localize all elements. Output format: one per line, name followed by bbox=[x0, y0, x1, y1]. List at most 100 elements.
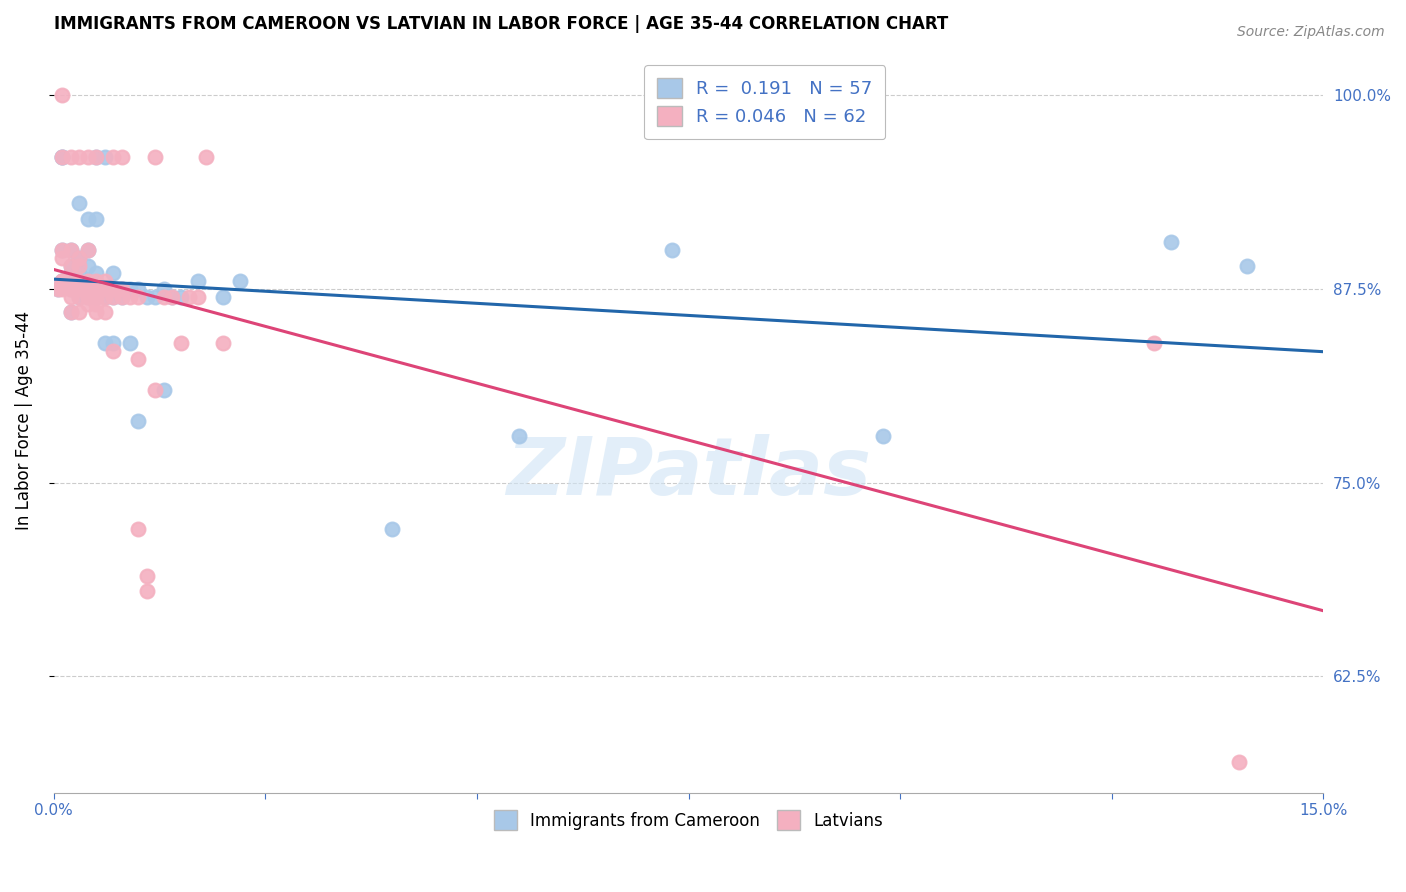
Point bbox=[76, 243, 98, 257]
Point bbox=[84, 289, 107, 303]
Point bbox=[84, 289, 107, 303]
Point bbox=[76, 289, 98, 303]
Point bbox=[195, 150, 218, 164]
Point bbox=[135, 568, 157, 582]
Point bbox=[46, 282, 69, 296]
Point bbox=[59, 305, 82, 319]
Point bbox=[67, 251, 90, 265]
Point bbox=[51, 282, 73, 296]
Point bbox=[84, 150, 107, 164]
Point bbox=[101, 343, 124, 358]
Point bbox=[153, 289, 176, 303]
Point bbox=[101, 336, 124, 351]
Point bbox=[187, 274, 209, 288]
Point bbox=[67, 274, 90, 288]
Point bbox=[84, 282, 107, 296]
Point bbox=[76, 212, 98, 227]
Point bbox=[67, 150, 90, 164]
Point bbox=[67, 289, 90, 303]
Point bbox=[84, 297, 107, 311]
Point bbox=[67, 274, 90, 288]
Point bbox=[661, 243, 683, 257]
Point bbox=[212, 289, 235, 303]
Point bbox=[170, 336, 193, 351]
Point bbox=[1160, 235, 1182, 250]
Point bbox=[84, 274, 107, 288]
Point bbox=[51, 251, 73, 265]
Point bbox=[110, 289, 132, 303]
Point bbox=[59, 259, 82, 273]
Point bbox=[1236, 259, 1258, 273]
Point bbox=[93, 336, 115, 351]
Point bbox=[76, 282, 98, 296]
Point bbox=[162, 289, 184, 303]
Point bbox=[67, 196, 90, 211]
Point bbox=[127, 351, 149, 366]
Point bbox=[51, 274, 73, 288]
Point bbox=[110, 150, 132, 164]
Point bbox=[153, 383, 176, 397]
Point bbox=[59, 289, 82, 303]
Point bbox=[67, 305, 90, 319]
Point bbox=[381, 522, 404, 536]
Point bbox=[59, 274, 82, 288]
Point bbox=[179, 289, 201, 303]
Point bbox=[101, 282, 124, 296]
Point bbox=[76, 274, 98, 288]
Point bbox=[59, 150, 82, 164]
Point bbox=[51, 243, 73, 257]
Point bbox=[67, 259, 90, 273]
Point bbox=[101, 150, 124, 164]
Text: ZIPatlas: ZIPatlas bbox=[506, 434, 872, 512]
Point bbox=[93, 289, 115, 303]
Point bbox=[93, 282, 115, 296]
Point bbox=[93, 289, 115, 303]
Point bbox=[135, 584, 157, 599]
Point bbox=[101, 289, 124, 303]
Point bbox=[110, 282, 132, 296]
Point bbox=[51, 274, 73, 288]
Point bbox=[76, 282, 98, 296]
Point bbox=[46, 282, 69, 296]
Point bbox=[67, 266, 90, 280]
Y-axis label: In Labor Force | Age 35-44: In Labor Force | Age 35-44 bbox=[15, 311, 32, 530]
Point bbox=[84, 305, 107, 319]
Point bbox=[162, 289, 184, 303]
Point bbox=[59, 305, 82, 319]
Point bbox=[93, 282, 115, 296]
Point bbox=[51, 274, 73, 288]
Point bbox=[145, 150, 167, 164]
Point bbox=[127, 289, 149, 303]
Point bbox=[187, 289, 209, 303]
Point bbox=[127, 282, 149, 296]
Point bbox=[84, 150, 107, 164]
Point bbox=[76, 150, 98, 164]
Point bbox=[93, 305, 115, 319]
Point bbox=[110, 289, 132, 303]
Text: Source: ZipAtlas.com: Source: ZipAtlas.com bbox=[1237, 25, 1385, 39]
Point bbox=[51, 87, 73, 102]
Point bbox=[1227, 755, 1250, 769]
Point bbox=[59, 282, 82, 296]
Point bbox=[59, 266, 82, 280]
Point bbox=[76, 297, 98, 311]
Point bbox=[508, 429, 530, 443]
Point bbox=[118, 282, 141, 296]
Point bbox=[110, 282, 132, 296]
Point bbox=[59, 243, 82, 257]
Point bbox=[51, 150, 73, 164]
Point bbox=[93, 274, 115, 288]
Text: IMMIGRANTS FROM CAMEROON VS LATVIAN IN LABOR FORCE | AGE 35-44 CORRELATION CHART: IMMIGRANTS FROM CAMEROON VS LATVIAN IN L… bbox=[53, 15, 948, 33]
Point bbox=[51, 150, 73, 164]
Point bbox=[59, 282, 82, 296]
Point bbox=[872, 429, 894, 443]
Point bbox=[59, 259, 82, 273]
Point bbox=[127, 522, 149, 536]
Point bbox=[84, 266, 107, 280]
Point bbox=[84, 282, 107, 296]
Point bbox=[127, 413, 149, 427]
Point bbox=[118, 289, 141, 303]
Point bbox=[67, 282, 90, 296]
Point bbox=[145, 289, 167, 303]
Point bbox=[76, 274, 98, 288]
